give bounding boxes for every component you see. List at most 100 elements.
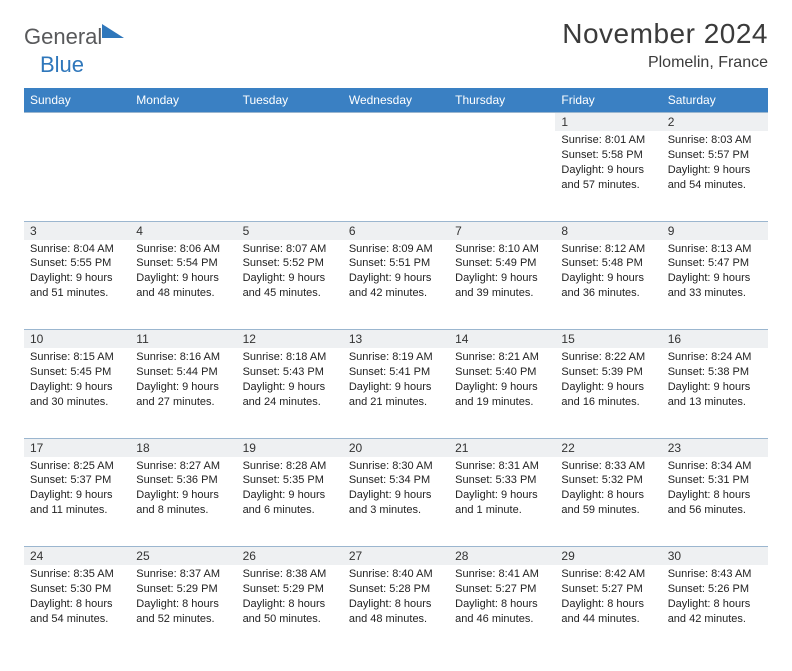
day-header-row: SundayMondayTuesdayWednesdayThursdayFrid… [24, 88, 768, 113]
day-info-cell: Sunrise: 8:41 AMSunset: 5:27 PMDaylight:… [449, 565, 555, 655]
sunset-text: Sunset: 5:55 PM [30, 256, 124, 271]
sunset-text: Sunset: 5:44 PM [136, 365, 230, 380]
sunset-text: Sunset: 5:31 PM [668, 473, 762, 488]
day-info-cell: Sunrise: 8:04 AMSunset: 5:55 PMDaylight:… [24, 240, 130, 330]
calendar-table: SundayMondayTuesdayWednesdayThursdayFrid… [24, 88, 768, 655]
sunset-text: Sunset: 5:35 PM [243, 473, 337, 488]
daylight-line1: Daylight: 8 hours [455, 597, 549, 612]
day-number-cell: 20 [343, 438, 449, 457]
daylight-line2: and 33 minutes. [668, 286, 762, 301]
sunrise-text: Sunrise: 8:28 AM [243, 459, 337, 474]
sunset-text: Sunset: 5:37 PM [30, 473, 124, 488]
day-number-cell: 1 [555, 113, 661, 132]
day-info-cell [24, 131, 130, 221]
daynum-row: 17181920212223 [24, 438, 768, 457]
day-info-cell [449, 131, 555, 221]
day-number-cell [449, 113, 555, 132]
daylight-line2: and 48 minutes. [349, 612, 443, 627]
day-number-cell: 14 [449, 330, 555, 349]
daylight-line1: Daylight: 8 hours [561, 488, 655, 503]
daylight-line1: Daylight: 9 hours [30, 380, 124, 395]
sunrise-text: Sunrise: 8:09 AM [349, 242, 443, 257]
sail-icon [102, 24, 124, 38]
day-info-cell: Sunrise: 8:22 AMSunset: 5:39 PMDaylight:… [555, 348, 661, 438]
calendar-page: General November 2024 Plomelin, France B… [0, 0, 792, 671]
sunrise-text: Sunrise: 8:25 AM [30, 459, 124, 474]
day-info-cell: Sunrise: 8:10 AMSunset: 5:49 PMDaylight:… [449, 240, 555, 330]
sunrise-text: Sunrise: 8:31 AM [455, 459, 549, 474]
daylight-line1: Daylight: 8 hours [136, 597, 230, 612]
daylight-line2: and 45 minutes. [243, 286, 337, 301]
sunset-text: Sunset: 5:36 PM [136, 473, 230, 488]
sunset-text: Sunset: 5:48 PM [561, 256, 655, 271]
sunset-text: Sunset: 5:45 PM [30, 365, 124, 380]
daylight-line2: and 50 minutes. [243, 612, 337, 627]
sunrise-text: Sunrise: 8:16 AM [136, 350, 230, 365]
daynum-row: 12 [24, 113, 768, 132]
daylight-line1: Daylight: 9 hours [349, 380, 443, 395]
daylight-line1: Daylight: 8 hours [561, 597, 655, 612]
day-number-cell: 29 [555, 547, 661, 566]
day-info-cell: Sunrise: 8:15 AMSunset: 5:45 PMDaylight:… [24, 348, 130, 438]
day-info-cell: Sunrise: 8:31 AMSunset: 5:33 PMDaylight:… [449, 457, 555, 547]
day-info-cell: Sunrise: 8:37 AMSunset: 5:29 PMDaylight:… [130, 565, 236, 655]
day-header: Thursday [449, 88, 555, 113]
daynum-row: 10111213141516 [24, 330, 768, 349]
day-info-cell: Sunrise: 8:28 AMSunset: 5:35 PMDaylight:… [237, 457, 343, 547]
sunrise-text: Sunrise: 8:13 AM [668, 242, 762, 257]
day-number-cell: 25 [130, 547, 236, 566]
day-number-cell: 27 [343, 547, 449, 566]
day-number-cell: 3 [24, 221, 130, 240]
sunrise-text: Sunrise: 8:41 AM [455, 567, 549, 582]
day-number-cell: 4 [130, 221, 236, 240]
daylight-line2: and 56 minutes. [668, 503, 762, 518]
day-number-cell: 17 [24, 438, 130, 457]
sunrise-text: Sunrise: 8:37 AM [136, 567, 230, 582]
sunset-text: Sunset: 5:26 PM [668, 582, 762, 597]
day-number-cell: 16 [662, 330, 768, 349]
day-number-cell: 28 [449, 547, 555, 566]
sunrise-text: Sunrise: 8:24 AM [668, 350, 762, 365]
sunrise-text: Sunrise: 8:19 AM [349, 350, 443, 365]
info-row: Sunrise: 8:35 AMSunset: 5:30 PMDaylight:… [24, 565, 768, 655]
daylight-line1: Daylight: 9 hours [243, 380, 337, 395]
sunset-text: Sunset: 5:57 PM [668, 148, 762, 163]
daylight-line2: and 3 minutes. [349, 503, 443, 518]
day-info-cell: Sunrise: 8:07 AMSunset: 5:52 PMDaylight:… [237, 240, 343, 330]
day-number-cell: 7 [449, 221, 555, 240]
sunrise-text: Sunrise: 8:04 AM [30, 242, 124, 257]
daylight-line1: Daylight: 9 hours [349, 271, 443, 286]
sunrise-text: Sunrise: 8:18 AM [243, 350, 337, 365]
sunset-text: Sunset: 5:51 PM [349, 256, 443, 271]
daylight-line1: Daylight: 9 hours [668, 380, 762, 395]
daylight-line2: and 42 minutes. [349, 286, 443, 301]
daylight-line2: and 51 minutes. [30, 286, 124, 301]
sunrise-text: Sunrise: 8:27 AM [136, 459, 230, 474]
daylight-line2: and 27 minutes. [136, 395, 230, 410]
day-number-cell: 12 [237, 330, 343, 349]
day-number-cell [24, 113, 130, 132]
sunset-text: Sunset: 5:33 PM [455, 473, 549, 488]
daylight-line1: Daylight: 9 hours [30, 271, 124, 286]
sunset-text: Sunset: 5:29 PM [136, 582, 230, 597]
daylight-line1: Daylight: 9 hours [136, 488, 230, 503]
day-number-cell: 19 [237, 438, 343, 457]
sunrise-text: Sunrise: 8:15 AM [30, 350, 124, 365]
daylight-line1: Daylight: 8 hours [668, 488, 762, 503]
day-number-cell: 5 [237, 221, 343, 240]
daylight-line1: Daylight: 8 hours [668, 597, 762, 612]
daynum-row: 24252627282930 [24, 547, 768, 566]
day-info-cell: Sunrise: 8:09 AMSunset: 5:51 PMDaylight:… [343, 240, 449, 330]
day-number-cell: 22 [555, 438, 661, 457]
daylight-line2: and 48 minutes. [136, 286, 230, 301]
sunset-text: Sunset: 5:34 PM [349, 473, 443, 488]
brand-logo: General [24, 18, 126, 50]
daylight-line2: and 6 minutes. [243, 503, 337, 518]
day-info-cell: Sunrise: 8:43 AMSunset: 5:26 PMDaylight:… [662, 565, 768, 655]
sunset-text: Sunset: 5:27 PM [561, 582, 655, 597]
day-info-cell: Sunrise: 8:18 AMSunset: 5:43 PMDaylight:… [237, 348, 343, 438]
calendar-head: SundayMondayTuesdayWednesdayThursdayFrid… [24, 88, 768, 113]
daylight-line1: Daylight: 9 hours [668, 163, 762, 178]
sunrise-text: Sunrise: 8:12 AM [561, 242, 655, 257]
day-number-cell: 6 [343, 221, 449, 240]
